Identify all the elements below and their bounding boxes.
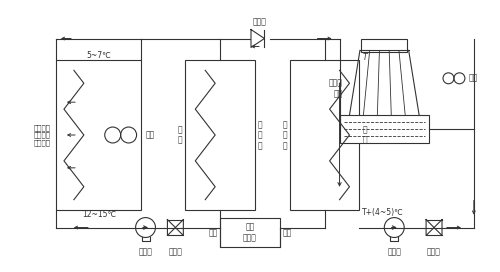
Text: 节流阀: 节流阀 [427,248,441,256]
Text: 冷却泵: 冷却泵 [388,248,401,256]
Text: 5~7℃: 5~7℃ [86,51,111,60]
Text: 单向阀: 单向阀 [253,18,267,27]
Text: 液态: 液态 [209,228,218,237]
Text: 制冷
压缩机: 制冷 压缩机 [243,223,257,242]
Bar [56,60,140,210]
Text: 用户风机
盘管系统
可有很多: 用户风机 盘管系统 可有很多 [34,124,51,146]
Text: 风机: 风机 [469,74,478,83]
Text: T: T [362,53,367,62]
Text: 放
热: 放 热 [362,125,367,145]
Text: 蒸
发
器: 蒸 发 器 [258,120,262,150]
Bar [186,60,255,210]
Text: 12~15℃: 12~15℃ [82,210,116,219]
Text: 冷冻泵: 冷冻泵 [138,248,152,256]
Text: 风机: 风机 [146,131,155,140]
Bar [290,60,360,210]
Text: 气态: 气态 [283,228,292,237]
Text: T+(4~5)℃: T+(4~5)℃ [362,208,404,217]
Text: 冷
凝
器: 冷 凝 器 [282,120,287,150]
Text: 节流阀: 节流阀 [168,248,182,256]
Bar [220,218,280,248]
Text: 冷却塔
喷淋: 冷却塔 喷淋 [328,79,342,98]
Bar [362,39,407,52]
Bar [340,115,429,143]
Text: 吸
热: 吸 热 [178,125,182,145]
